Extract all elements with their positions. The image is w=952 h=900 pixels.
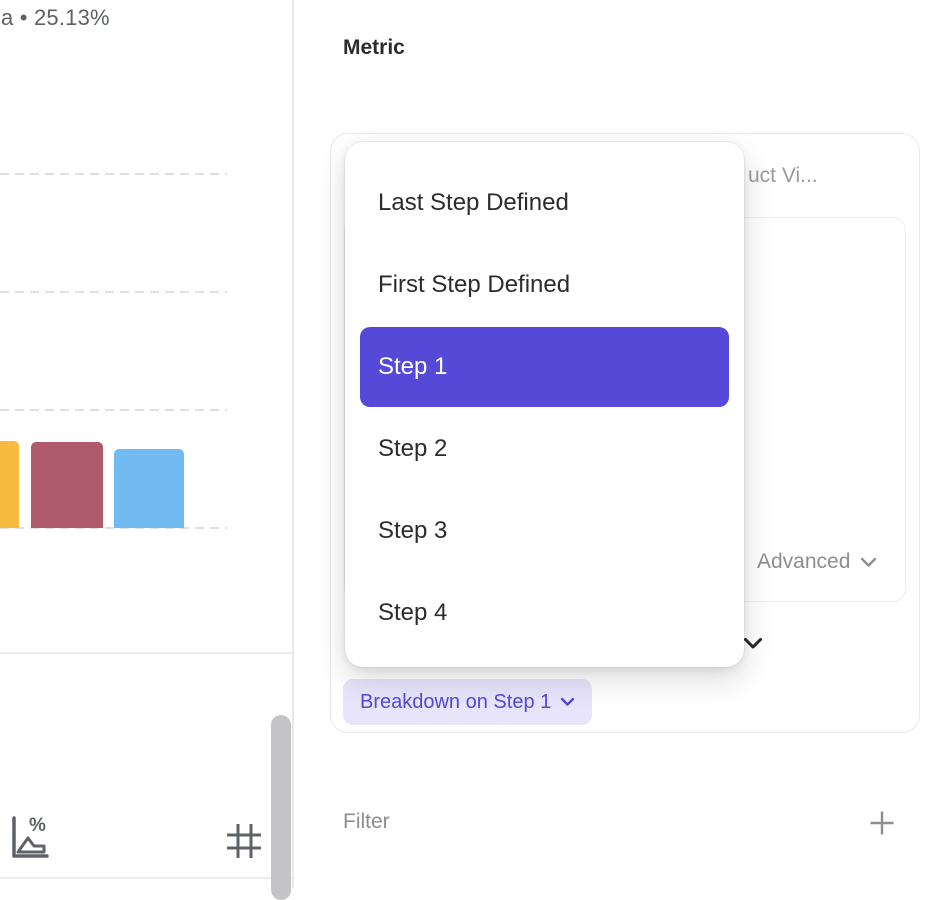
section-divider [0,877,292,879]
chevron-down-icon[interactable] [743,637,763,651]
funnel-bar-yellow[interactable] [0,441,19,528]
advanced-toggle[interactable]: Advanced [757,550,877,574]
breakdown-label: Breakdown on Step 1 [360,690,552,713]
legend-item: a • 25.13% [1,5,110,30]
plus-icon[interactable] [869,810,895,836]
menu-item-step-3[interactable]: Step 3 [345,490,744,572]
menu-item-label: Step 3 [378,517,448,544]
menu-item-label: Step 4 [378,599,448,626]
menu-item-label: Step 1 [378,353,448,380]
scrollbar-thumb[interactable] [271,715,291,900]
menu-item-last-step-defined[interactable]: Last Step Defined [345,162,744,244]
chevron-down-icon [561,697,575,706]
step-select-menu: Last Step Defined First Step Defined Ste… [345,142,744,667]
menu-item-step-1[interactable]: Step 1 [360,327,729,407]
gridline [0,173,227,175]
breakdown-button[interactable]: Breakdown on Step 1 [343,679,593,725]
menu-item-step-2[interactable]: Step 2 [345,408,744,490]
event-name-truncated[interactable]: uct Vi... [748,164,818,187]
number-grid-icon[interactable] [224,821,264,861]
menu-item-label: Last Step Defined [378,189,569,216]
svg-text:%: % [29,815,46,836]
chevron-down-icon [860,557,877,568]
gridline [0,291,227,293]
gridline-baseline [0,527,227,529]
filter-section-title: Filter [343,810,390,833]
section-divider [0,652,292,654]
funnel-bar-blue[interactable] [114,449,184,528]
menu-item-label: Step 2 [378,435,448,462]
gridline [0,409,227,411]
menu-item-first-step-defined[interactable]: First Step Defined [345,244,744,326]
metric-section-title: Metric [343,36,405,59]
funnel-bar-maroon[interactable] [31,442,103,528]
menu-item-step-4[interactable]: Step 4 [345,572,744,654]
chart-panel: a • 25.13% % [0,0,292,900]
panel-divider [292,0,294,888]
funnel-percent-chart-icon[interactable]: % [7,814,49,862]
menu-item-label: First Step Defined [378,271,571,298]
advanced-label: Advanced [757,550,851,573]
